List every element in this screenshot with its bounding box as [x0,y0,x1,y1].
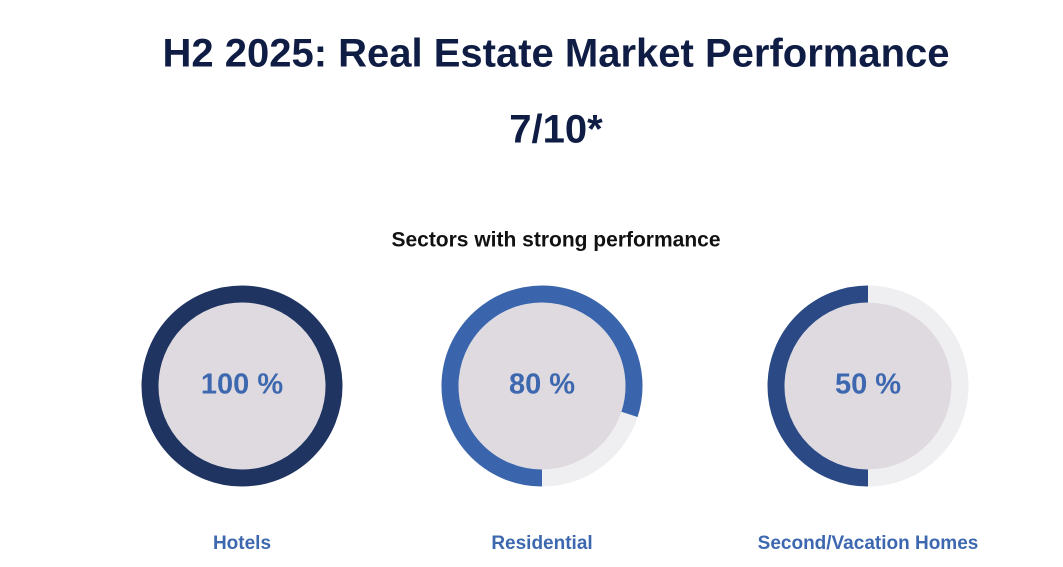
gauge-center [158,302,326,470]
category-label: Second/Vacation Homes [758,533,979,554]
gauge-value-label: 50 % [835,369,901,401]
gauge-arc [141,285,343,487]
gauge-arc [767,285,869,487]
gauge-arc [441,285,643,487]
score: 7/10* [509,108,603,152]
gauge-center [458,302,626,470]
gauge-center [784,302,952,470]
category-label: Hotels [213,533,271,554]
chart-title: Sectors with strong performance [391,229,720,252]
gauge-value-label: 80 % [509,369,575,401]
page-title: H2 2025: Real Estate Market Performance [162,32,949,76]
category-label: Residential [491,533,592,554]
gauge-value-label: 100 % [201,369,283,401]
